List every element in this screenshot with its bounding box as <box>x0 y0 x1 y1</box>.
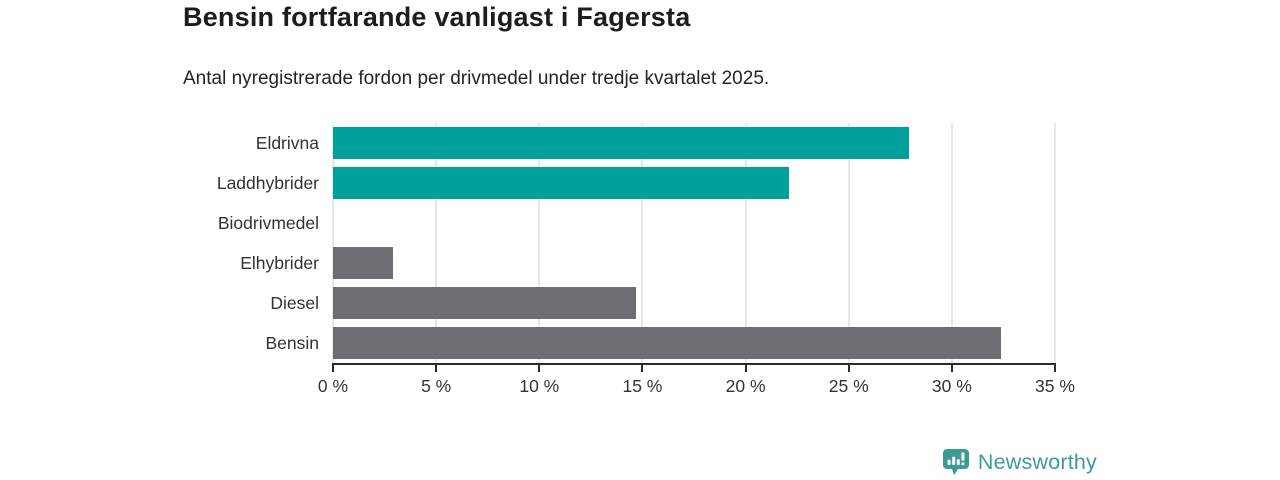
category-label: Bensin <box>265 333 319 353</box>
axis-tick-label: 10 % <box>519 376 560 396</box>
bar-row <box>333 323 1055 363</box>
gridline <box>847 123 850 363</box>
category-label: Laddhybrider <box>216 173 319 193</box>
axis-tick <box>641 363 644 372</box>
axis-tick-label: 5 % <box>421 376 452 396</box>
axis-tick-label: 35 % <box>1035 376 1075 396</box>
bar-row <box>333 283 1055 323</box>
bar-elhybrider <box>333 247 393 279</box>
category-label: Biodrivmedel <box>217 213 319 233</box>
plot-area: Eldrivna Laddhybrider Biodrivmedel Elhybrid… <box>217 123 1075 396</box>
gridline <box>435 123 438 363</box>
brand-name: Newsworthy <box>977 450 1097 474</box>
newsworthy-icon <box>942 449 969 476</box>
gridline <box>641 123 644 363</box>
axis-tick <box>435 363 438 372</box>
axis-tick-label: 0 % <box>317 376 349 396</box>
category-label: Elhybrider <box>240 253 319 273</box>
axis-tick-label: 25 % <box>828 376 869 396</box>
axis-tick-label: 15 % <box>622 376 663 396</box>
bar-bensin <box>333 327 1002 359</box>
axis-tick <box>847 363 850 372</box>
gridline <box>1054 123 1056 363</box>
gridline <box>744 123 747 363</box>
axis-tick-label: 30 % <box>931 376 972 396</box>
bar-rows <box>333 123 1055 363</box>
axis-tick-label: 20 % <box>725 376 766 396</box>
chart-title: Bensin fortfarande vanligast i Fagersta <box>183 2 691 32</box>
axis-tick <box>950 363 953 372</box>
gridline <box>538 123 541 363</box>
bar-diesel <box>333 287 637 319</box>
bar-row <box>333 203 1055 243</box>
chart-subtitle: Antal nyregistrerade fordon per drivmede… <box>183 68 770 89</box>
axis-tick <box>538 363 541 372</box>
bar-eldrivna <box>333 127 909 159</box>
x-axis-line <box>332 363 1056 365</box>
axis-tick <box>744 363 747 372</box>
gridline <box>950 123 953 363</box>
axis-tick <box>332 363 334 372</box>
axis-tick <box>1054 363 1056 372</box>
bar-row <box>333 163 1055 203</box>
bar-row <box>333 123 1055 163</box>
gridline <box>332 123 334 363</box>
category-label: Diesel <box>270 293 319 313</box>
category-label: Eldrivna <box>255 133 319 153</box>
bar-row <box>333 243 1055 283</box>
category-labels: Eldrivna Laddhybrider Biodrivmedel Elhybrid… <box>59 123 319 363</box>
bar-laddhybrider <box>333 167 789 199</box>
brand-logo: Newsworthy <box>942 448 1097 477</box>
